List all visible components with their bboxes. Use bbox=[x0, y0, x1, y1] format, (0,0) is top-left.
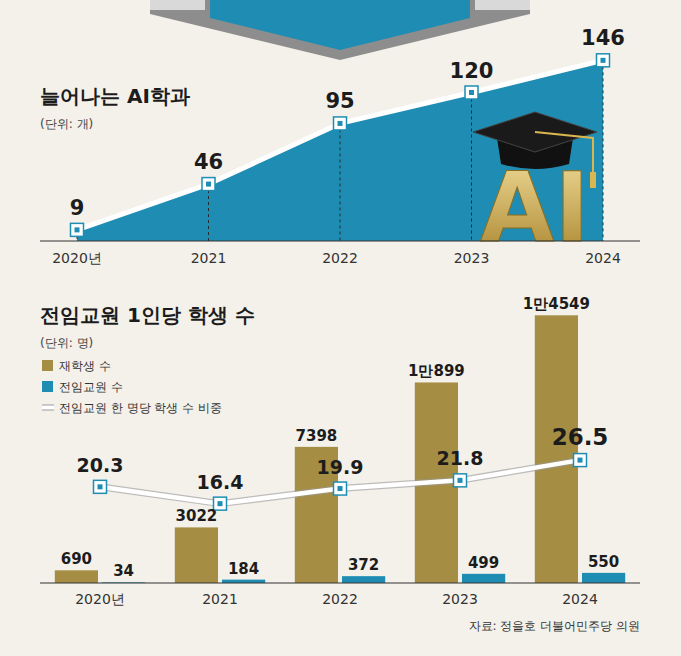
marker bbox=[597, 54, 610, 67]
decoration bbox=[150, 0, 530, 60]
legend-label: 전임교원 한 명당 학생 수 비중 bbox=[59, 401, 222, 415]
source: 자료: 정을호 더불어민주당 의원 bbox=[469, 619, 641, 633]
marker bbox=[334, 117, 347, 130]
marker bbox=[574, 454, 587, 467]
legend-swatch-shadow bbox=[42, 405, 54, 411]
bar bbox=[175, 527, 218, 583]
x-tick-label: 2021 bbox=[202, 591, 238, 607]
data-label: 19.9 bbox=[317, 456, 364, 478]
marker-inner bbox=[75, 227, 80, 232]
marker-inner bbox=[458, 478, 463, 483]
marker-inner bbox=[98, 484, 103, 489]
data-label: 16.4 bbox=[197, 471, 244, 493]
marker-outer bbox=[597, 54, 610, 67]
data-label: 7398 bbox=[296, 427, 338, 445]
data-label: 46 bbox=[194, 150, 223, 174]
chart-title: 전임교원 1인당 학생 수 bbox=[40, 303, 255, 327]
data-label: 550 bbox=[588, 553, 619, 571]
marker-outer bbox=[94, 480, 107, 493]
marker-inner bbox=[338, 121, 343, 126]
legend-swatch bbox=[42, 360, 53, 371]
marker-inner bbox=[578, 458, 583, 463]
x-tick-label: 2022 bbox=[322, 250, 358, 266]
cap-tassel-end bbox=[590, 172, 596, 188]
decoration bbox=[150, 0, 205, 10]
x-axis-line bbox=[40, 240, 640, 241]
marker-outer bbox=[71, 223, 84, 236]
marker-inner bbox=[469, 90, 474, 95]
decoration bbox=[475, 0, 530, 10]
marker bbox=[454, 474, 467, 487]
data-label: 146 bbox=[581, 26, 625, 50]
legend-swatch bbox=[42, 381, 53, 392]
annotation: AI bbox=[480, 152, 590, 264]
data-label: 21.8 bbox=[437, 447, 484, 469]
data-label: 34 bbox=[113, 562, 134, 580]
drop-line bbox=[340, 123, 341, 241]
data-label: 120 bbox=[450, 59, 494, 83]
bar bbox=[582, 573, 625, 583]
drop-line bbox=[471, 93, 472, 242]
marker bbox=[334, 482, 347, 495]
marker-inner bbox=[338, 486, 343, 491]
bar bbox=[342, 576, 385, 583]
chart-title: 늘어나는 AI학과 bbox=[40, 84, 190, 108]
data-label: 184 bbox=[228, 560, 259, 578]
chart-canvas: 늘어나는 AI학과 (단위: 개) AI 9 46 95 120 146 2020년 2021 20… bbox=[0, 0, 681, 656]
background bbox=[0, 0, 681, 656]
legend-label: 전임교원 수 bbox=[59, 380, 123, 394]
marker-inner bbox=[601, 58, 606, 63]
data-label: 690 bbox=[61, 550, 92, 568]
marker-outer bbox=[454, 474, 467, 487]
legend: 재학생 수전임교원 수전임교원 한 명당 학생 수 비중 bbox=[42, 359, 222, 415]
data-label: 26.5 bbox=[552, 424, 609, 450]
bar bbox=[462, 574, 505, 583]
x-tick-label: 2021 bbox=[191, 250, 227, 266]
marker-inner bbox=[218, 501, 223, 506]
x-tick-label: 2020년 bbox=[75, 591, 125, 607]
x-tick-label: 2023 bbox=[442, 591, 478, 607]
data-label: 95 bbox=[325, 89, 354, 113]
chart-subtitle: (단위: 명) bbox=[40, 336, 93, 350]
marker-outer bbox=[202, 178, 215, 191]
data-label: 3022 bbox=[176, 507, 218, 525]
x-tick-label: 2024 bbox=[585, 250, 621, 266]
plot-area bbox=[55, 315, 625, 583]
decoration bbox=[210, 0, 470, 50]
marker-inner bbox=[206, 182, 211, 187]
marker bbox=[71, 223, 84, 236]
marker-outer bbox=[334, 117, 347, 130]
data-label: 1만899 bbox=[408, 362, 465, 380]
legend-label: 재학생 수 bbox=[59, 359, 111, 373]
bar bbox=[55, 570, 98, 583]
x-tick-label: 2023 bbox=[454, 250, 490, 266]
x-tick-label: 2020년 bbox=[52, 250, 102, 266]
x-axis-line bbox=[40, 582, 640, 583]
marker-outer bbox=[574, 454, 587, 467]
legend-swatch bbox=[42, 406, 54, 410]
marker bbox=[202, 178, 215, 191]
data-label: 499 bbox=[468, 554, 499, 572]
data-label: 9 bbox=[70, 196, 85, 220]
x-tick-label: 2022 bbox=[322, 591, 358, 607]
marker bbox=[94, 480, 107, 493]
marker-outer bbox=[334, 482, 347, 495]
drop-line bbox=[603, 60, 604, 241]
data-label: 1만4549 bbox=[523, 295, 590, 313]
marker-outer bbox=[465, 86, 478, 99]
drop-line bbox=[208, 184, 209, 241]
x-tick-label: 2024 bbox=[562, 591, 598, 607]
marker bbox=[465, 86, 478, 99]
data-label: 372 bbox=[348, 556, 379, 574]
chart-subtitle: (단위: 개) bbox=[40, 117, 93, 131]
data-label: 20.3 bbox=[77, 454, 124, 476]
